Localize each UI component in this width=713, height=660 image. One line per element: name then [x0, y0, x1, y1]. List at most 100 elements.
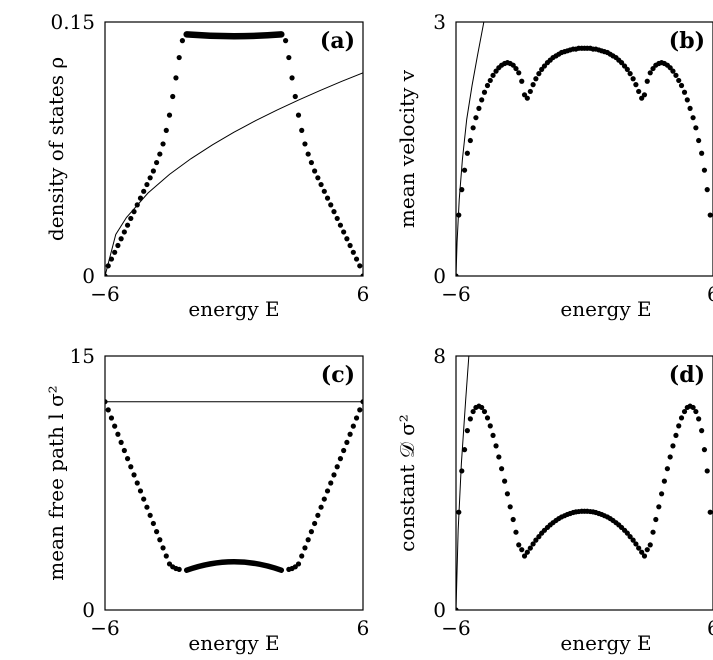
data-point: [624, 530, 630, 536]
data-point: [641, 92, 648, 98]
panel-c: (c) −6 6 0 15 energy E mean free path l σ²: [44, 344, 369, 655]
data-point: [519, 78, 525, 84]
data-point: [337, 222, 344, 228]
data-point: [641, 553, 648, 559]
data-point: [693, 408, 699, 415]
data-point: [496, 454, 502, 460]
data-point: [112, 249, 118, 255]
data-point: [627, 534, 633, 540]
data-point: [328, 480, 334, 486]
data-point: [530, 541, 536, 547]
data-point: [105, 407, 111, 413]
data-point: [527, 88, 533, 95]
data-point: [644, 547, 650, 553]
x-axis-label: energy E: [560, 631, 651, 655]
data-point: [176, 54, 182, 61]
data-point: [670, 443, 676, 449]
data-point: [624, 66, 630, 73]
panel-title: (b): [669, 28, 705, 54]
data-point: [696, 137, 702, 144]
data-point: [533, 76, 539, 82]
data-point: [357, 263, 363, 269]
data-point: [536, 71, 542, 77]
data-point: [147, 175, 153, 181]
data-point: [639, 549, 645, 555]
data-point: [289, 75, 295, 81]
data-point: [687, 105, 693, 111]
panel-a: (a) −6 6 0 0.15 energy E density of states ρ: [44, 10, 369, 321]
data-point: [292, 93, 298, 100]
data-point: [302, 141, 308, 147]
panel-b: (b) −6 6 0 3 energy E mean velocity v: [395, 10, 713, 321]
data-point: [524, 95, 530, 101]
data-point: [502, 478, 508, 484]
data-point: [464, 150, 470, 156]
data-point: [459, 468, 465, 474]
data-point: [684, 97, 690, 103]
data-point: [661, 478, 667, 484]
data-point: [481, 408, 488, 415]
data-point: [299, 553, 305, 559]
data-point: [324, 195, 331, 201]
data-point: [312, 168, 318, 174]
data-point: [115, 242, 121, 249]
data-point: [160, 545, 166, 551]
data-point: [328, 202, 334, 208]
data-point: [141, 188, 147, 194]
data-point: [699, 150, 705, 156]
x-tick-label: −6: [90, 282, 119, 306]
data-point: [334, 215, 340, 222]
data-point: [479, 404, 485, 411]
data-point: [357, 407, 363, 413]
data-point: [664, 466, 670, 472]
data-point: [115, 431, 121, 437]
data-point: [487, 423, 493, 429]
data-point: [707, 212, 713, 218]
data-point: [507, 504, 513, 510]
data-point: [305, 537, 311, 543]
data-point: [350, 423, 356, 429]
data-point: [341, 447, 347, 454]
data-point: [163, 127, 169, 133]
data-point: [673, 432, 679, 438]
data-point: [299, 127, 305, 133]
data-point: [315, 512, 321, 518]
data-point: [144, 181, 150, 188]
data-point: [693, 125, 699, 131]
data-point: [513, 529, 519, 535]
data-point: [461, 167, 468, 173]
data-point: [650, 529, 656, 535]
data-point: [516, 542, 522, 548]
data-point: [154, 529, 160, 535]
data-point: [681, 89, 688, 95]
data-point: [353, 415, 360, 421]
x-tick-label: −6: [441, 616, 470, 640]
data-point: [678, 82, 685, 89]
data-point: [173, 75, 179, 81]
data-point: [456, 607, 459, 610]
data-point: [659, 491, 665, 497]
data-point: [673, 72, 679, 78]
x-axis-label: energy E: [188, 631, 279, 655]
data-point: [490, 432, 496, 438]
data-point: [541, 63, 548, 69]
data-point: [283, 38, 289, 44]
data-point: [118, 439, 124, 445]
data-point: [521, 553, 528, 559]
data-point: [312, 520, 318, 527]
data-point: [286, 54, 292, 61]
x-tick-label: 6: [707, 282, 713, 306]
data-point: [493, 443, 499, 449]
data-point: [350, 249, 356, 255]
data-point: [681, 408, 688, 415]
data-point: [467, 416, 473, 422]
data-point: [470, 125, 476, 131]
data-point: [331, 209, 337, 215]
x-axis-label: energy E: [560, 297, 651, 321]
y-axis-label: mean velocity v: [395, 69, 419, 228]
x-tick-label: 6: [357, 282, 370, 306]
data-point: [344, 439, 350, 445]
data-point: [490, 72, 496, 78]
data-point: [308, 529, 314, 535]
